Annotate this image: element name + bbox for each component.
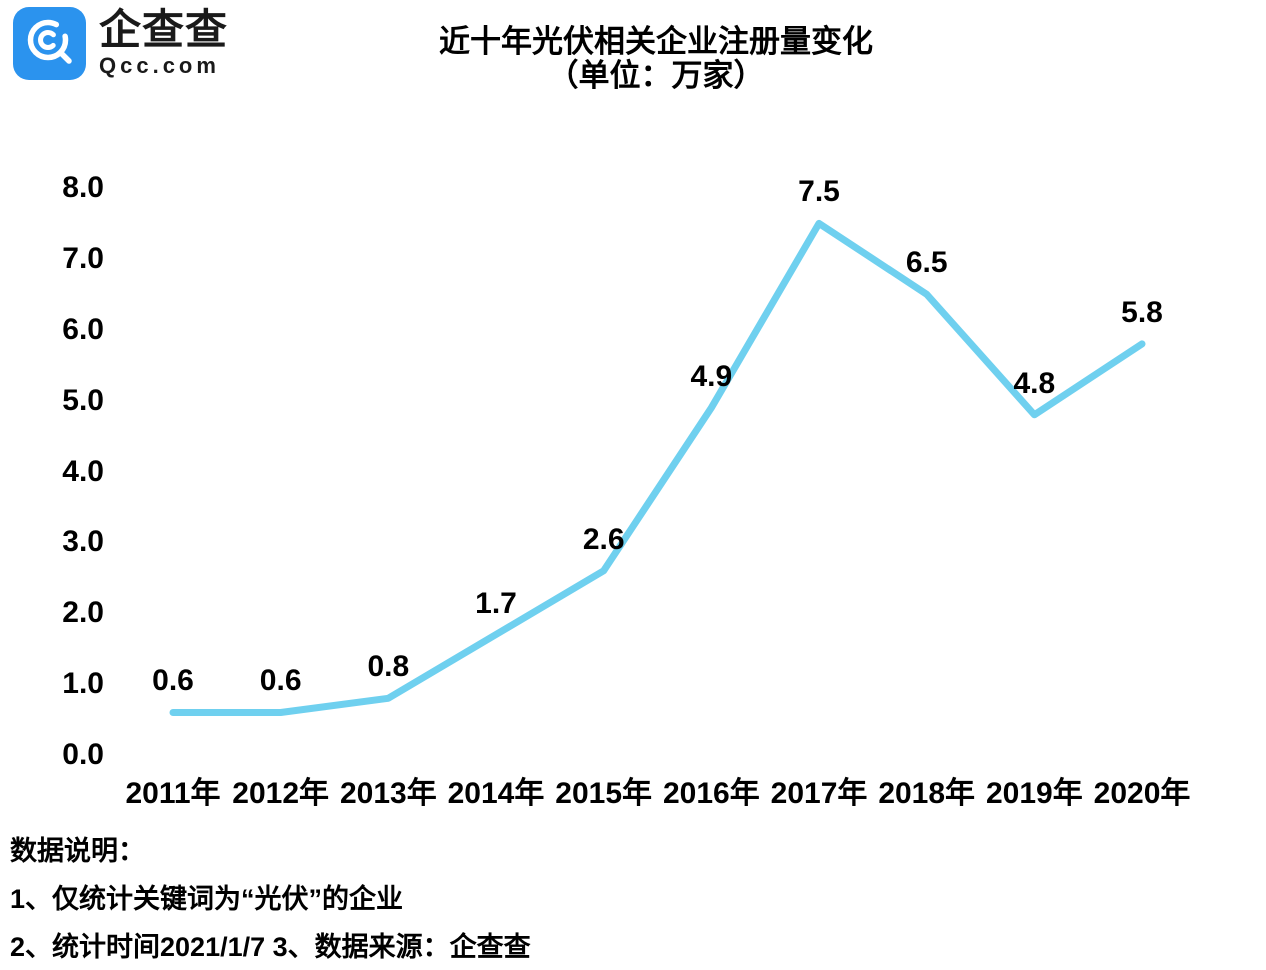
y-axis-tick: 0.0 (62, 738, 104, 771)
logo-domain: Qcc.com (99, 53, 220, 78)
x-axis-label: 2014年 (447, 777, 545, 810)
x-axis-label: 2013年 (339, 777, 437, 810)
qcc-logo: 企查查 Qcc.com (13, 7, 228, 80)
data-point-label: 4.9 (690, 359, 733, 393)
series-line (169, 219, 1146, 716)
x-axis-label: 2020年 (1093, 777, 1191, 810)
data-point-label: 4.8 (1013, 366, 1056, 400)
x-axis-label: 2012年 (232, 777, 330, 810)
note-line-2: 2、统计时间2021/1/7 3、数据来源：企查查 (10, 932, 531, 962)
data-point-label: 7.5 (798, 175, 840, 209)
y-axis-tick: 3.0 (62, 525, 104, 559)
y-axis-tick: 5.0 (62, 383, 104, 417)
x-axis-label: 2019年 (985, 777, 1083, 810)
logo-name: 企查查 (99, 6, 229, 53)
chart-title-line2: （单位：万家） (547, 58, 765, 93)
chart-title-line1: 近十年光伏相关企业注册量变化 (439, 24, 873, 59)
data-point-label: 6.5 (905, 246, 948, 280)
y-axis-tick: 4.0 (62, 454, 104, 488)
x-axis-label: 2015年 (555, 777, 653, 810)
y-axis-tick: 1.0 (62, 667, 104, 701)
note-line-1: 1、仅统计关键词为“光伏”的企业 (10, 884, 404, 914)
data-point-label: 0.8 (367, 650, 410, 684)
x-axis-label: 2017年 (770, 777, 868, 810)
data-notes: 数据说明： 1、仅统计关键词为“光伏”的企业 2、统计时间2021/1/7 3、… (10, 836, 531, 970)
data-point-label: 5.8 (1121, 295, 1163, 329)
data-point-label: 1.7 (475, 586, 517, 620)
x-axis-label: 2016年 (662, 777, 760, 810)
x-axis-label: 2018年 (878, 777, 976, 810)
y-axis-tick: 8.0 (62, 171, 104, 204)
data-point-label: 0.6 (152, 664, 194, 698)
qcc-logo-text: 企查查 Qcc.com (99, 7, 228, 78)
qcc-logo-icon (13, 7, 86, 80)
data-point-label: 0.6 (259, 664, 302, 698)
notes-heading: 数据说明： (10, 836, 145, 866)
chart-title: 近十年光伏相关企业注册量变化 （单位：万家） (0, 25, 1266, 93)
x-axis-label: 2011年 (125, 777, 221, 810)
y-axis-tick: 6.0 (62, 312, 104, 346)
y-axis-tick: 7.0 (62, 241, 104, 275)
data-point-label: 2.6 (582, 522, 625, 556)
y-axis-tick: 2.0 (62, 596, 104, 630)
